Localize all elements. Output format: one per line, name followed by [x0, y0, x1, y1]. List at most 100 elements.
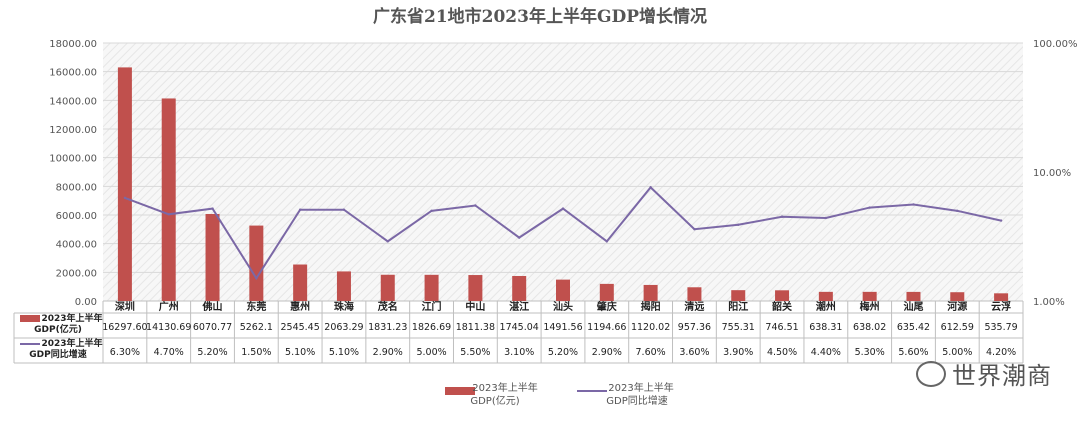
table-bar-value: 1120.02 — [631, 322, 670, 333]
bar — [818, 291, 833, 301]
legend-line-label: 2023年上半年 GDP同比增速 — [606, 381, 673, 407]
table-line-value: 5.20% — [197, 347, 227, 358]
line-point — [912, 203, 915, 206]
bar-series — [117, 67, 1009, 302]
x-tick-label: 茂名 — [378, 300, 398, 313]
table-line-value: 4.70% — [154, 347, 184, 358]
x-tick-label: 广州 — [159, 300, 179, 313]
table-line-value: 3.10% — [504, 347, 534, 358]
line-point — [430, 209, 433, 213]
bar — [775, 290, 790, 301]
x-tick-label: 韶关 — [772, 300, 792, 313]
y-axis-right: 1.00% 10.00% 100.00% — [1033, 39, 1078, 308]
table-bar-value: 1826.69 — [412, 322, 451, 333]
x-tick-label: 佛山 — [202, 300, 223, 313]
table-bar-value: 638.02 — [853, 322, 886, 333]
table-line-value: 5.00% — [416, 347, 446, 358]
bar — [468, 275, 483, 301]
y-left-tick-label: 6000.00 — [56, 211, 97, 222]
data-table: 深圳 广州 佛山 东莞 惠州 珠海 茂名 江门 中山 湛江 汕头 肇庆 揭阳 清远 阳江 韶关 潮州 梅州 汕尾 河源… — [13, 300, 1024, 364]
legend-bar-swatch — [445, 387, 475, 395]
table-line-value: 3.90% — [723, 347, 753, 358]
table-line-value: 2.90% — [373, 347, 403, 358]
line-point — [211, 207, 214, 210]
table-bar-key — [20, 315, 40, 322]
table-bar-value: 635.42 — [897, 322, 930, 333]
y-left-tick-label: 12000.00 — [49, 125, 97, 136]
table-bar-value: 638.31 — [809, 322, 842, 333]
bar — [249, 225, 264, 301]
line-point — [824, 216, 828, 220]
table-row-label: 2023年上半年 GDP(亿元) — [34, 312, 102, 335]
table-line-value: 5.10% — [329, 347, 359, 358]
bar — [205, 213, 220, 301]
table-bar-value: 1491.56 — [543, 322, 582, 333]
table-line-value: 5.50% — [460, 347, 490, 358]
table-bar-value: 2545.45 — [280, 322, 319, 333]
y-right-tick-label: 1.00% — [1033, 297, 1065, 308]
bar — [643, 284, 658, 301]
y-right-tick-label: 100.00% — [1033, 39, 1078, 50]
table-line-value: 5.00% — [942, 347, 972, 358]
plot-area — [103, 43, 1023, 301]
line-point — [737, 223, 740, 226]
x-tick-label: 东莞 — [246, 300, 266, 313]
line-point — [956, 209, 959, 213]
table-bar-value: 755.31 — [722, 322, 755, 333]
line-point — [167, 213, 170, 216]
bar — [117, 67, 132, 302]
bar — [687, 287, 702, 301]
table-line-value: 4.20% — [986, 347, 1016, 358]
table-line-value: 6.30% — [110, 347, 140, 358]
line-point — [649, 186, 652, 189]
x-tick-label: 湛江 — [509, 300, 529, 313]
table-line-value: 4.50% — [767, 347, 797, 358]
bar — [293, 264, 308, 301]
line-series — [123, 185, 1003, 281]
line-point — [868, 206, 871, 209]
x-tick-label: 中山 — [465, 300, 485, 313]
watermark-text: 世界潮商 — [952, 362, 1052, 390]
x-tick-label: 潮州 — [816, 300, 836, 313]
bar — [512, 275, 527, 301]
table-bar-value: 535.79 — [984, 322, 1017, 333]
wechat-icon — [916, 360, 946, 387]
table-line-value: 7.60% — [636, 347, 666, 358]
table-bar-value: 14130.69 — [146, 322, 191, 333]
line-point — [517, 236, 521, 239]
y-axis-left: 0.00 2000.00 4000.00 6000.00 8000.00 10000.00… — [49, 39, 97, 308]
table-row-label: 2023年上半年 GDP同比增速 — [29, 337, 102, 360]
y-left-tick-label: 4000.00 — [56, 240, 97, 251]
bar — [950, 292, 965, 301]
legend: 2023年上半年 GDP(亿元) 2023年上半年 GDP同比增速 — [445, 381, 674, 407]
table-bar-value: 16297.60 — [102, 322, 147, 333]
x-tick-label: 珠海 — [334, 300, 354, 313]
x-tick-label: 江门 — [422, 300, 442, 313]
x-tick-label: 阳江 — [728, 300, 748, 313]
x-tick-label: 河源 — [947, 300, 967, 313]
line-point — [298, 208, 302, 211]
bar — [161, 98, 176, 301]
table-bar-value: 6070.77 — [193, 322, 232, 333]
bar — [862, 291, 877, 301]
table-bar-value: 1194.66 — [587, 322, 626, 333]
chart-title: 广东省21地市2023年上半年GDP增长情况 — [373, 6, 707, 27]
bar — [994, 293, 1009, 301]
legend-bar-label: 2023年上半年 GDP(亿元) — [470, 381, 537, 407]
table-bar-value: 1831.23 — [368, 322, 407, 333]
table-line-value: 5.10% — [285, 347, 315, 358]
x-tick-label: 云浮 — [991, 300, 1011, 313]
line-point — [255, 277, 258, 280]
table-line-value: 4.40% — [811, 347, 841, 358]
x-tick-label: 梅州 — [860, 300, 880, 313]
y-right-tick-label: 10.00% — [1033, 168, 1071, 179]
y-left-tick-label: 18000.00 — [49, 39, 97, 50]
bar — [424, 274, 439, 301]
line-point — [386, 240, 389, 243]
x-tick-label: 揭阳 — [641, 300, 661, 313]
table-bar-value: 1811.38 — [456, 322, 495, 333]
table-bar-value: 612.59 — [941, 322, 974, 333]
bar — [599, 283, 614, 301]
line-point — [605, 240, 609, 243]
table-bar-value: 957.36 — [678, 322, 711, 333]
